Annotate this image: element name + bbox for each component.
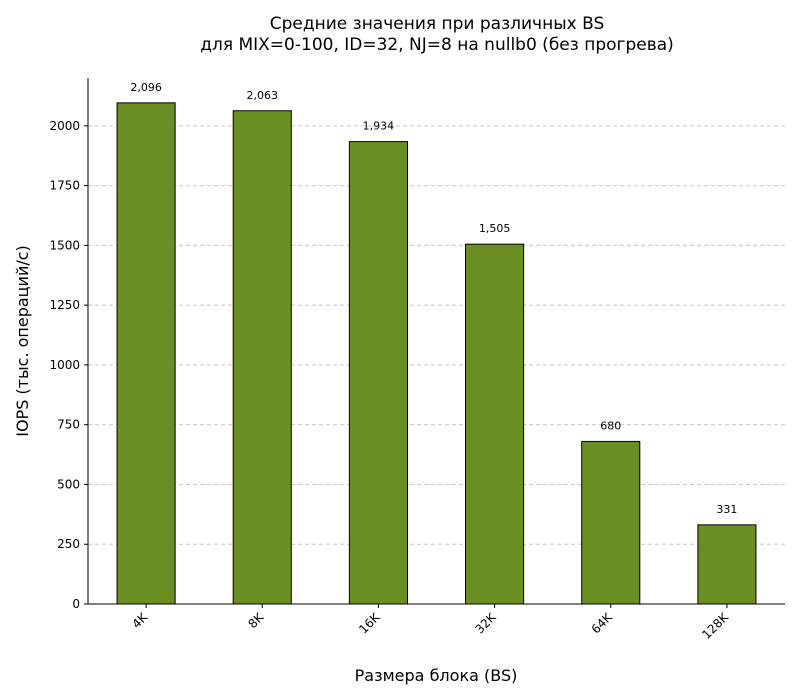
bars [116,102,757,605]
bar-64K [581,440,641,605]
data-label: 331 [716,503,737,516]
data-label: 2,063 [247,89,279,102]
y-tick-label: 1000 [49,358,80,372]
data-label: 680 [600,419,621,432]
x-tick-label: 32K [472,609,499,636]
gridlines [88,125,785,545]
y-axis: 0 250 500 750 1000 1250 1500 1750 2000 [49,78,89,611]
y-tick-label: 0 [72,597,80,611]
data-labels: 2,096 2,063 1,934 1,505 680 331 [130,81,737,516]
x-tick-label: 16K [356,609,383,636]
data-label: 2,096 [130,81,162,94]
bar-32K [465,243,525,605]
y-tick-label: 500 [57,477,80,491]
bar-8K [232,110,292,605]
data-label: 1,934 [363,120,395,133]
chart-title-line-2: для MIX=0-100, ID=32, NJ=8 на nullb0 (бе… [200,35,674,55]
x-tick-label: 8K [246,609,268,631]
x-axis-label: Размера блока (BS) [355,666,518,685]
bar-128K [697,524,757,605]
bar-16K [348,141,408,605]
y-axis-label: IOPS (тыс. операций/с) [13,245,32,437]
x-tick-label: 64K [589,609,616,636]
x-tick-label: 128K [699,609,731,641]
x-tick-label: 4K [129,609,151,631]
x-axis: 4K 8K 16K 32K 64K 128K [88,603,785,642]
y-tick-label: 1750 [49,179,80,193]
data-label: 1,505 [479,222,511,235]
y-tick-label: 250 [57,537,80,551]
chart-title-line-1: Средние значения при различных BS [270,14,605,34]
y-tick-label: 750 [57,418,80,432]
y-tick-label: 1250 [49,298,80,312]
y-tick-label: 2000 [49,119,80,133]
y-tick-label: 1500 [49,238,80,252]
bar-4K [116,102,176,605]
